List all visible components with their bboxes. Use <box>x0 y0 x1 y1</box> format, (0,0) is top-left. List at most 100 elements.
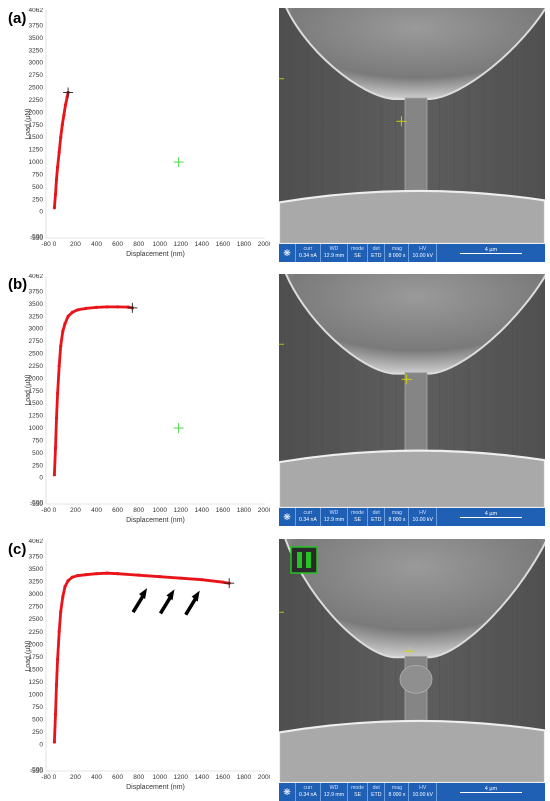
substrate <box>279 189 545 244</box>
sem-field-value: 10.00 kV <box>412 792 433 798</box>
arrow-shaft <box>131 593 146 614</box>
sem-field-key: mag <box>391 246 402 252</box>
y-tick-label: 3500 <box>29 35 44 42</box>
x-tick-label: 0 <box>53 507 57 514</box>
y-tick-label: -500 <box>30 766 43 773</box>
chart-svg: -530-50002505007501000125015001750200022… <box>8 539 270 791</box>
sem-field-hv: HV 10.00 kV <box>409 244 437 262</box>
sem-field-value: 0.34 nA <box>299 792 317 798</box>
y-axis-label: Load (µN) <box>25 374 32 405</box>
data-point <box>63 322 67 326</box>
load-displacement-chart-c: -530 -500 0 250 500 750 1000 1250 1500 1750 2000 22… <box>8 539 270 793</box>
scale-bar: 4 µm <box>437 508 545 526</box>
sem-field-value: SE <box>354 517 362 523</box>
x-tick-label: 2000 <box>258 507 270 514</box>
sem-image-a: ❋ curr 0.34 nA WD 12.9 mm mode SE det ETD mag 8 00… <box>279 8 545 262</box>
data-point <box>55 165 60 169</box>
y-tick-label: 1500 <box>29 134 44 141</box>
data-point <box>66 314 70 318</box>
data-point <box>53 712 58 717</box>
y-tick-label: 1250 <box>29 679 44 686</box>
data-point <box>105 571 109 575</box>
y-tick-label: 3000 <box>29 60 44 67</box>
sem-field-curr: curr 0.34 nA <box>296 508 321 526</box>
x-tick-label: 1000 <box>152 774 167 781</box>
data-point <box>52 206 57 210</box>
data-point <box>57 150 61 154</box>
x-tick-label: 1400 <box>195 507 210 514</box>
data-point <box>53 192 58 196</box>
y-tick-label: 2000 <box>29 375 44 382</box>
data-point <box>55 391 60 395</box>
fei-logo-icon: ❋ <box>279 783 296 801</box>
y-tick-label: 1000 <box>29 159 44 166</box>
sem-image-b: ❋ curr 0.34 nA WD 12.9 mm mode SE det ETD mag 8 00… <box>279 274 545 526</box>
load-displacement-chart-a: -530 -500 0 250 500 750 1000 1250 1500 1750 2000 22… <box>8 8 270 260</box>
data-point <box>200 578 204 582</box>
sem-micrograph <box>279 539 545 783</box>
y-tick-label: 2500 <box>29 85 44 92</box>
sem-field-value: 12.9 mm <box>323 253 345 259</box>
y-tick-label: 3750 <box>29 22 44 29</box>
y-tick-label: 1000 <box>29 691 44 698</box>
y-tick-label: 1000 <box>29 425 44 432</box>
data-point <box>84 306 88 310</box>
data-point <box>52 740 57 744</box>
data-point <box>53 446 58 450</box>
y-tick-label: -500 <box>30 500 43 507</box>
sem-field-key: HV <box>419 246 427 252</box>
y-tick-label: 3250 <box>29 313 44 320</box>
y-tick-label: 2000 <box>29 641 44 648</box>
sem-field-key: mag <box>391 510 402 516</box>
x-tick-label: 400 <box>91 241 102 248</box>
pause-icon <box>290 546 318 574</box>
data-point <box>75 308 80 312</box>
data-point <box>137 573 141 577</box>
x-tick-label: 1800 <box>237 241 252 248</box>
y-tick-label: 500 <box>32 716 43 723</box>
data-point <box>115 572 120 576</box>
y-tick-label: 2250 <box>29 629 44 636</box>
data-point <box>63 103 68 107</box>
sem-field-wd: WD 12.9 mm <box>321 244 349 262</box>
indenter-tip <box>284 274 545 375</box>
data-point <box>66 579 70 583</box>
sem-field-value: ETD <box>371 253 382 259</box>
data-point <box>61 595 65 599</box>
scale-bar-label: 4 µm <box>484 511 498 517</box>
x-tick-label: 1600 <box>216 774 231 781</box>
arrow-head <box>139 588 148 600</box>
y-tick-label: 2750 <box>29 604 44 611</box>
y-tick-label: 4062 <box>29 539 44 545</box>
x-tick-label: 400 <box>91 774 102 781</box>
indenter-tip <box>285 8 545 100</box>
sem-field-value: ETD <box>371 517 382 523</box>
sem-field-hv: HV 10.00 kV <box>409 508 437 526</box>
sem-field-value: 8 000 x <box>388 517 406 523</box>
y-tick-label: 2750 <box>29 72 44 79</box>
data-point <box>52 473 57 477</box>
sem-field-key: WD <box>329 785 339 791</box>
y-tick-label: 2000 <box>29 109 44 116</box>
y-tick-label: 2250 <box>29 363 44 370</box>
sem-micrograph <box>279 274 545 508</box>
sem-field-value: 8 000 x <box>388 253 406 259</box>
pillar-bulge <box>399 664 433 694</box>
sem-field-det: det ETD <box>368 508 386 526</box>
fei-logo-icon: ❋ <box>279 508 296 526</box>
x-tick-label: 1200 <box>174 241 189 248</box>
x-tick-label: 800 <box>133 507 144 514</box>
y-tick-label: 2500 <box>29 616 44 623</box>
data-point <box>115 305 120 309</box>
sem-field-value: 12.9 mm <box>323 517 345 523</box>
sem-field-key: mag <box>391 785 402 791</box>
sem-field-key: mode <box>351 510 365 516</box>
sem-field-value: 10.00 kV <box>412 253 433 259</box>
substrate <box>279 719 545 783</box>
y-tick-label: 1750 <box>29 654 44 661</box>
substrate <box>279 449 545 508</box>
data-point <box>179 576 183 580</box>
x-tick-label: -80 <box>41 774 51 781</box>
x-axis-label: Displacement (nm) <box>126 784 185 791</box>
data-point <box>54 682 59 686</box>
